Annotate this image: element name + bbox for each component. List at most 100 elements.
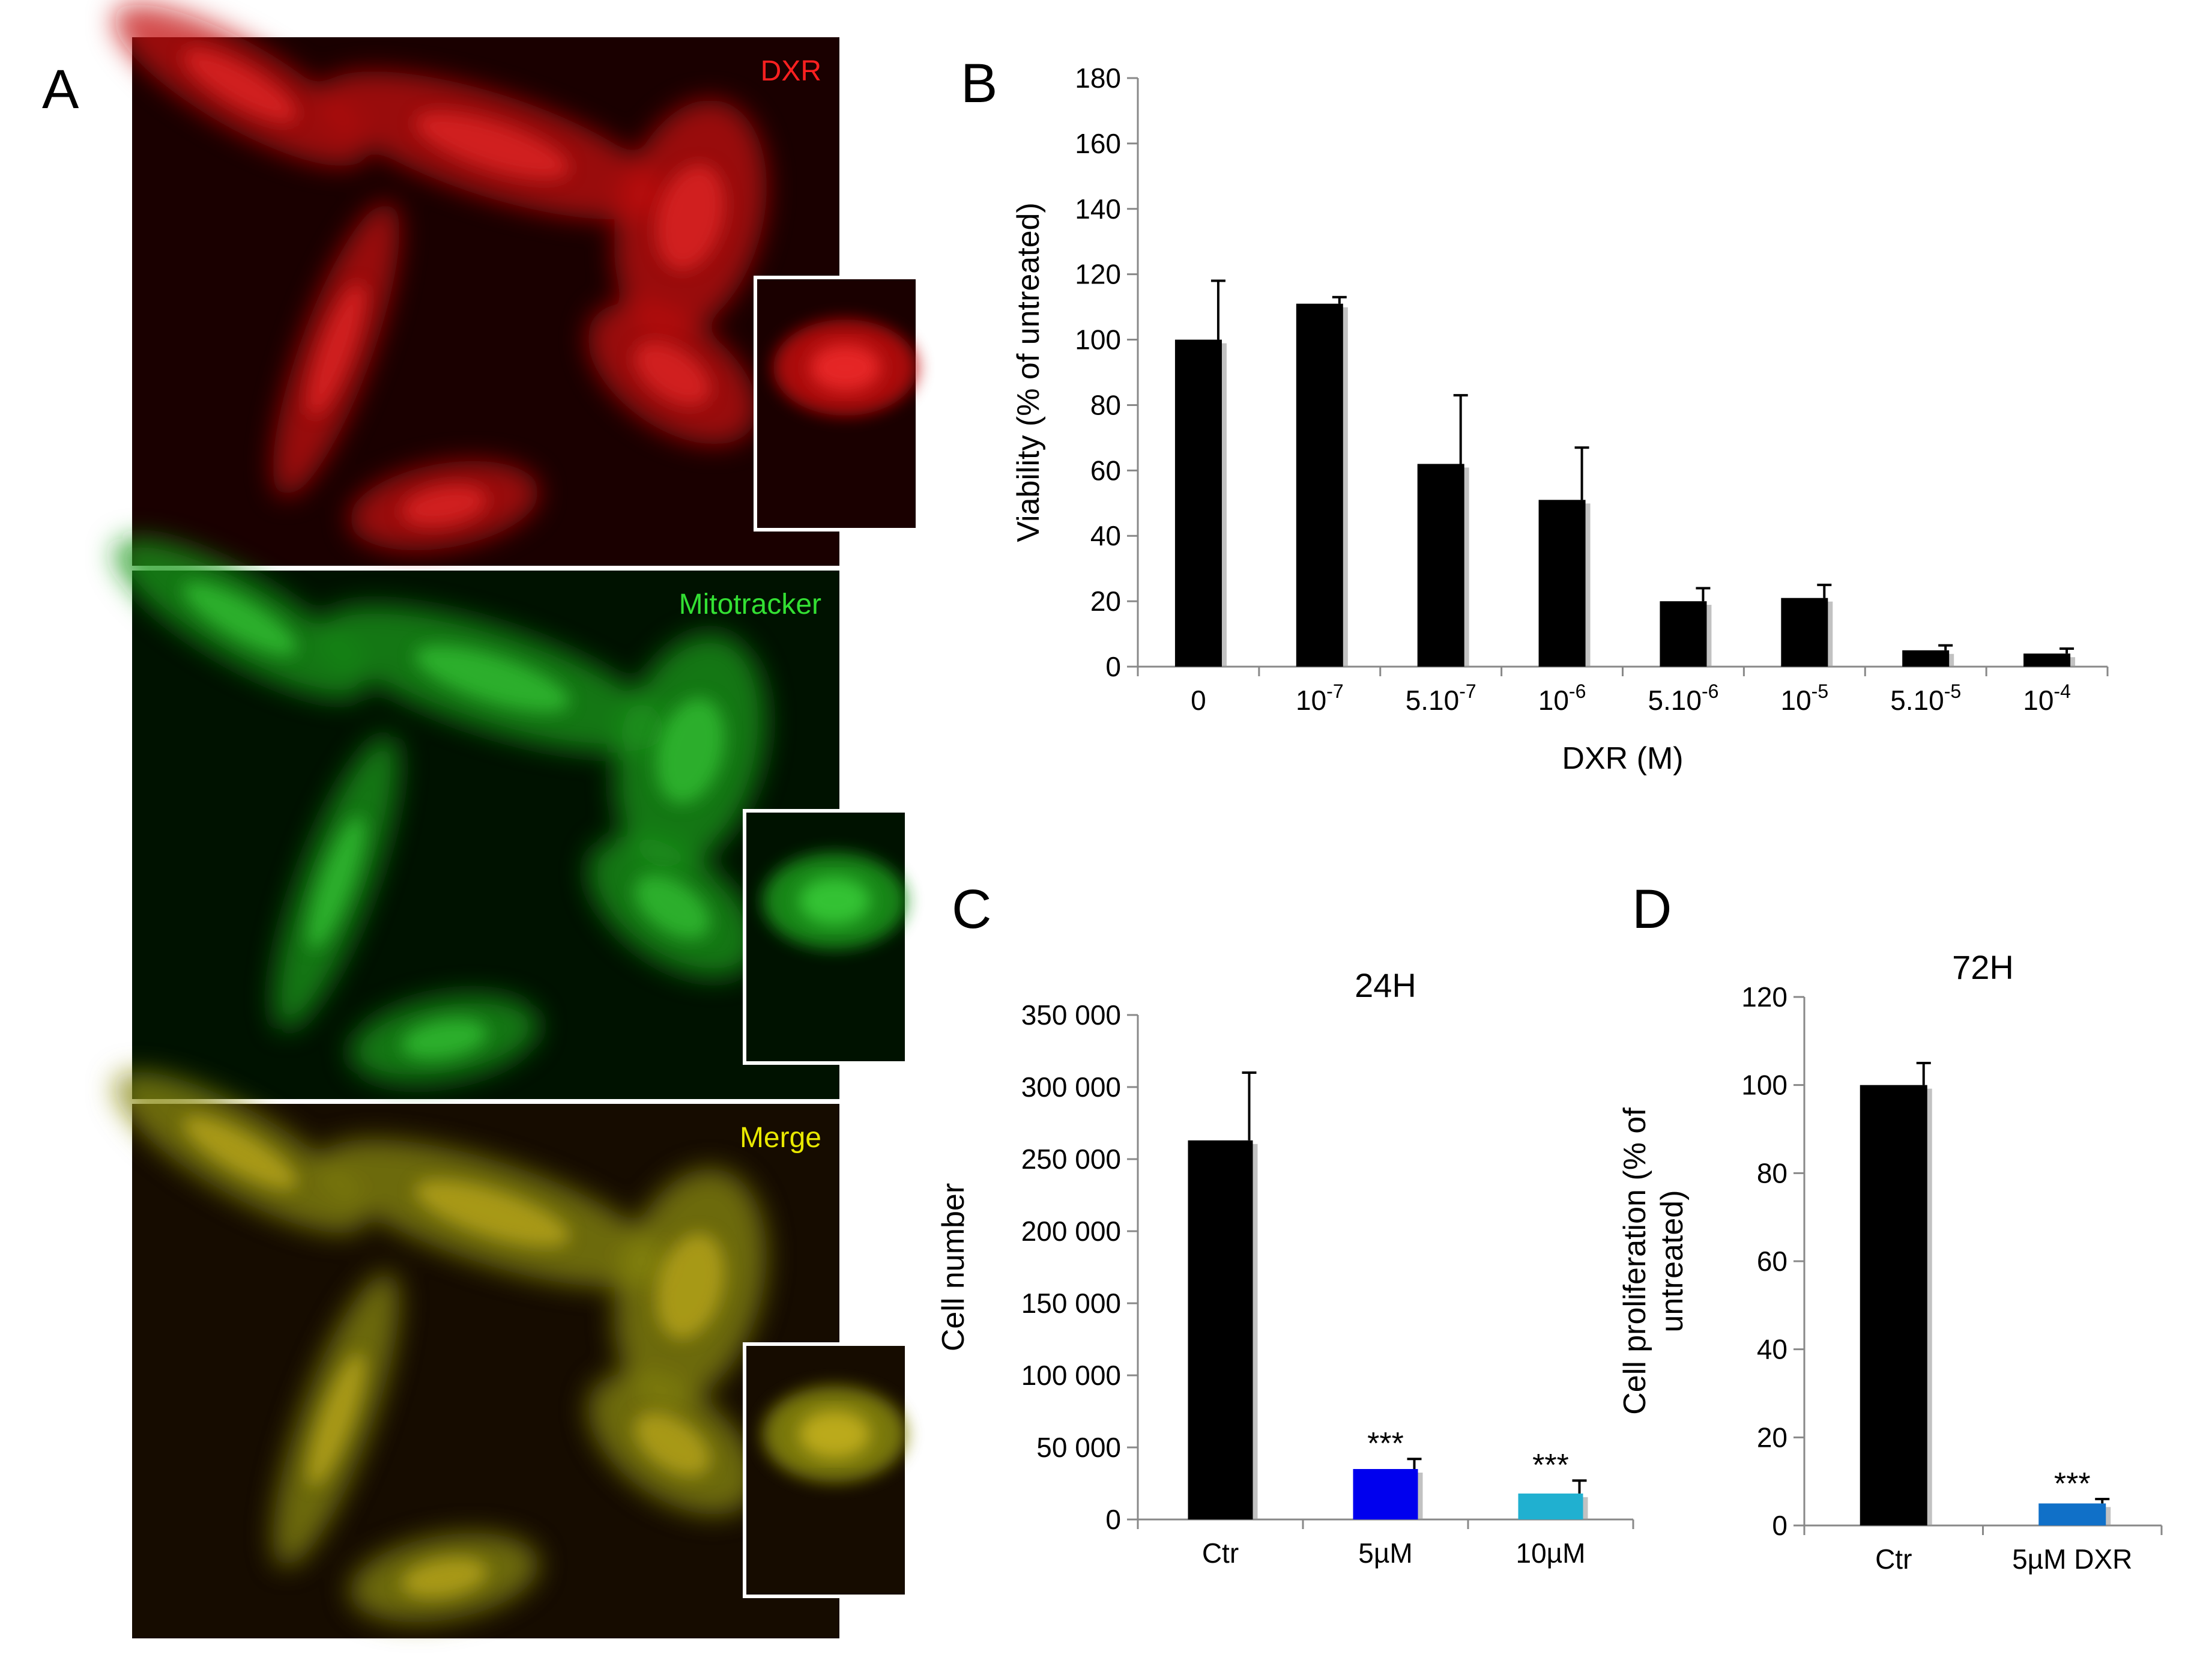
bar <box>1518 1493 1583 1519</box>
y-tick-label: 0 <box>1772 1510 1787 1541</box>
cell-highlights <box>183 582 725 1059</box>
y-tick-label: 300 000 <box>1021 1071 1121 1103</box>
cell-highlight <box>307 816 365 950</box>
y-tick-label: 0 <box>1105 651 1121 682</box>
bar <box>1417 464 1464 667</box>
cell-highlight <box>415 645 570 712</box>
channel-label: Mitotracker <box>679 589 821 620</box>
x-tick-label: 5µM <box>1358 1537 1412 1569</box>
y-tick-label: 0 <box>1105 1504 1121 1535</box>
y-axis-label: Cell number <box>936 1183 971 1351</box>
bar <box>1174 339 1222 667</box>
panel-label-b: B <box>961 53 997 114</box>
y-tick-label: 40 <box>1090 520 1121 551</box>
bar <box>1296 303 1343 667</box>
y-tick-label: 80 <box>1090 389 1121 420</box>
cell-highlight <box>307 283 365 416</box>
y-tick-label: 100 000 <box>1021 1360 1121 1391</box>
inset-highlight <box>809 344 881 392</box>
x-tick-label: Ctr <box>1202 1537 1239 1569</box>
cell-highlight <box>401 485 488 526</box>
inset-highlight <box>799 877 871 925</box>
y-tick-label: 160 <box>1075 128 1121 159</box>
y-tick-label: 120 <box>1741 981 1787 1013</box>
panel-label-d: D <box>1632 879 1672 940</box>
x-tick-exponent: -5 <box>1944 680 1961 702</box>
x-tick-label: 5.10-7 <box>1406 680 1476 716</box>
cell-highlight <box>656 1233 725 1339</box>
x-tick-label: 10-5 <box>1781 680 1829 716</box>
x-tick-label: 5µM DXR <box>2012 1543 2132 1575</box>
chart-title: 72H <box>1952 948 2014 986</box>
cell-highlight <box>183 582 297 655</box>
x-tick-base: 5.10 <box>1890 685 1944 716</box>
y-tick-label: 140 <box>1075 193 1121 225</box>
x-tick-exponent: -5 <box>1812 680 1828 702</box>
cell-highlight <box>634 342 711 405</box>
bar <box>1860 1085 1927 1525</box>
bar <box>2023 653 2071 667</box>
panel-label-c: C <box>952 879 991 940</box>
cell-highlight <box>415 112 570 179</box>
y-tick-label: 50 000 <box>1036 1432 1121 1463</box>
channel-label: DXR <box>761 55 821 87</box>
bar <box>1902 650 1950 667</box>
y-tick-label: 60 <box>1757 1246 1787 1277</box>
micrograph-dxr: DXR <box>113 4 919 566</box>
bar <box>2038 1503 2106 1525</box>
x-tick-base: 5.10 <box>1406 685 1460 716</box>
chart-title: 24H <box>1355 966 1416 1004</box>
x-tick-label: 5.10-6 <box>1648 680 1718 716</box>
y-tick-label: 20 <box>1090 586 1121 617</box>
x-tick-exponent: -7 <box>1459 680 1476 702</box>
bar <box>1660 601 1707 667</box>
bar <box>1538 500 1586 667</box>
x-tick-label: 10µM <box>1516 1537 1586 1569</box>
x-tick-label: 0 <box>1191 685 1206 716</box>
significance-label: *** <box>2054 1467 2091 1501</box>
x-tick-base: 5.10 <box>1648 685 1702 716</box>
channel-label: Merge <box>740 1122 821 1154</box>
y-tick-label: 120 <box>1075 259 1121 290</box>
y-tick-label: 20 <box>1757 1422 1787 1453</box>
x-tick-exponent: -4 <box>2053 680 2070 702</box>
significance-label: *** <box>1367 1426 1404 1461</box>
inset-highlight <box>799 1410 871 1458</box>
x-tick-label: 10-4 <box>2023 680 2071 716</box>
chart-c-cell-number: 0 50 000 100 000 150 000 200 000 250 000 300 0… <box>936 966 1634 1569</box>
significance-label: *** <box>1532 1448 1569 1483</box>
y-tick-label: 100 <box>1741 1070 1787 1101</box>
bar <box>1353 1469 1418 1519</box>
y-tick-label: 200 000 <box>1021 1216 1121 1247</box>
x-tick-base: 10 <box>1781 685 1812 716</box>
cell-highlight <box>656 164 725 271</box>
x-tick-exponent: -7 <box>1326 680 1343 702</box>
x-tick-base: 10 <box>2023 685 2053 716</box>
x-tick-base: 10 <box>1296 685 1326 716</box>
y-tick-label: 350 000 <box>1021 999 1121 1031</box>
x-tick-label: 10-6 <box>1538 680 1586 716</box>
x-axis-label: DXR (M) <box>1562 741 1683 776</box>
bar <box>1781 598 1828 667</box>
y-axis-label-line: Cell proliferation (% of <box>1618 1107 1652 1415</box>
y-tick-label: 60 <box>1090 455 1121 486</box>
y-axis-label-line: untreated) <box>1655 1190 1690 1332</box>
cell-highlight <box>415 1180 570 1247</box>
y-tick-label: 40 <box>1757 1334 1787 1365</box>
micrograph-merge: Merge <box>113 1071 908 1638</box>
micrograph-mitotracker: Mitotracker <box>113 538 908 1099</box>
y-tick-label: 180 <box>1075 62 1121 94</box>
cell-highlight <box>634 1412 711 1476</box>
cell-highlight <box>183 1116 297 1189</box>
x-tick-exponent: -6 <box>1569 680 1586 702</box>
micrograph-column: DXR Mitotracker Merge <box>113 4 919 1638</box>
cell-highlight <box>183 49 297 122</box>
chart-d-proliferation: 0 20 40 60 80 100 120 Ctr *** 5µM DXR 72H Cell prol… <box>1618 948 2163 1575</box>
cell-highlights <box>183 1116 725 1598</box>
y-tick-label: 80 <box>1757 1157 1787 1189</box>
cell-highlight <box>634 875 711 939</box>
x-tick-exponent: -6 <box>1702 680 1718 702</box>
y-tick-label: 100 <box>1075 324 1121 356</box>
